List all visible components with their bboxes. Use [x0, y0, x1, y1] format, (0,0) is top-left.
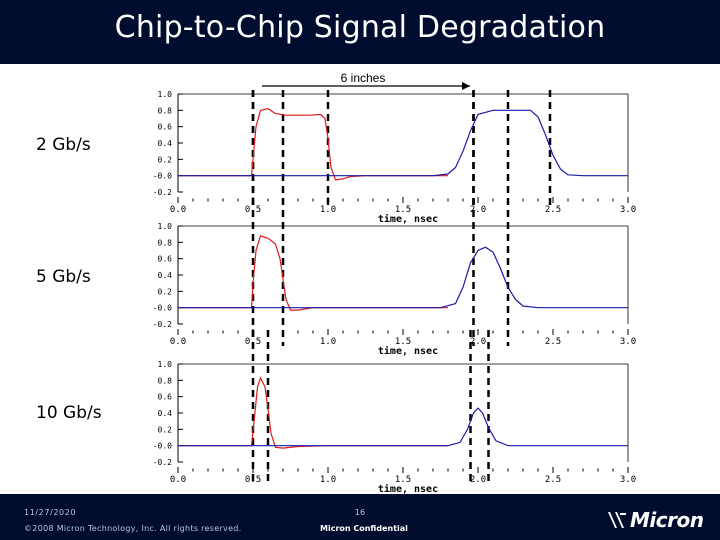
output-trace-line — [178, 109, 628, 177]
y-tick-label: 0.4 — [158, 271, 173, 280]
output-trace-line — [178, 246, 628, 309]
y-tick-label: 0.6 — [158, 255, 173, 264]
rate-label-5gbps: 5 Gb/s — [36, 267, 91, 287]
footer-date: 11/27/2020 — [24, 508, 77, 517]
plot-panel-1: 1.0 0.8 0.6 0.4 0.2 -0.0 -0.2 0.0 0.5 1.0 1.5 2.0 2.… — [153, 90, 636, 225]
y-tick-label: -0.2 — [153, 458, 172, 467]
x-tick-label: 2.0 — [470, 475, 486, 485]
input-trace-line — [178, 376, 448, 449]
plot-panel-2: 1.0 0.8 0.6 0.4 0.2 -0.0 -0.2 0.0 0.5 1.0 1.5 2.0 2.… — [153, 222, 636, 357]
x-tick-label: 3.0 — [620, 475, 636, 485]
input-trace-line — [178, 108, 448, 181]
title-bar — [0, 0, 720, 64]
y-tick-label: 0.2 — [158, 425, 173, 434]
output-trace-line — [178, 407, 628, 447]
x-tick-label: 1.5 — [395, 205, 411, 215]
y-tick-label: 0.8 — [158, 106, 173, 115]
rate-label-10gbps: 10 Gb/s — [36, 403, 102, 423]
x-tick-label: 0.5 — [245, 475, 261, 485]
x-axis-label: time, nsec — [378, 345, 438, 357]
y-tick-label: 0.6 — [158, 393, 173, 402]
x-tick-label: 2.5 — [545, 337, 561, 347]
x-tick-label: 3.0 — [620, 337, 636, 347]
y-tick-label: 0.2 — [158, 287, 173, 296]
footer-bar — [0, 494, 720, 540]
y-tick-label: -0.0 — [153, 442, 172, 451]
x-tick-label: 0.5 — [245, 205, 261, 215]
distance-arrow-head — [462, 82, 470, 90]
micron-logo: Micron — [606, 508, 710, 532]
y-tick-label: -0.2 — [153, 188, 172, 197]
x-tick-label: 1.5 — [395, 475, 411, 485]
x-axis-label: time, nsec — [378, 483, 438, 494]
x-tick-label: 2.0 — [470, 337, 486, 347]
signal-plots: 1.0 0.8 0.6 0.4 0.2 -0.0 -0.2 0.0 0.5 1.0 1.5 2.0 2.… — [153, 71, 636, 494]
y-tick-label: -0.0 — [153, 304, 172, 313]
x-tick-label: 1.0 — [320, 337, 336, 347]
x-tick-label: 1.5 — [395, 337, 411, 347]
y-tick-label: 1.0 — [158, 222, 173, 231]
y-tick-label: 1.0 — [158, 90, 173, 99]
x-axis-label: time, nsec — [378, 213, 438, 225]
y-tick-label: 0.6 — [158, 123, 173, 132]
marker-layer — [251, 90, 552, 484]
slide-title: Chip-to-Chip Signal Degradation — [114, 10, 606, 45]
distance-label: 6 inches — [341, 71, 386, 85]
y-tick-label: 0.2 — [158, 155, 173, 164]
footer-copyright: ©2008 Micron Technology, Inc. All rights… — [24, 524, 242, 533]
x-tick-label: 2.0 — [470, 205, 486, 215]
y-tick-label: -0.0 — [153, 172, 172, 181]
y-tick-label: 0.4 — [158, 139, 173, 148]
x-tick-label: 2.5 — [545, 475, 561, 485]
y-tick-label: -0.2 — [153, 320, 172, 329]
x-tick-label: 0.5 — [245, 337, 261, 347]
footer-page-number: 16 — [354, 508, 366, 517]
plot-panel-3: 1.0 0.8 0.6 0.4 0.2 -0.0 -0.2 0.0 0.5 1.0 1.5 2.0 2.… — [153, 360, 636, 494]
rate-label-2gbps: 2 Gb/s — [36, 135, 91, 155]
distance-annotation: 6 inches — [262, 71, 470, 90]
y-tick-label: 0.8 — [158, 376, 173, 385]
x-tick-label: 0.0 — [170, 337, 186, 347]
input-trace-line — [178, 235, 448, 311]
x-tick-label: 0.0 — [170, 205, 186, 215]
plots-layer: 1.0 0.8 0.6 0.4 0.2 -0.0 -0.2 0.0 0.5 1.0 1.5 2.0 2.… — [153, 90, 636, 494]
y-tick-label: 0.8 — [158, 238, 173, 247]
micron-logo-text: Micron — [630, 508, 704, 532]
y-tick-label: 1.0 — [158, 360, 173, 369]
x-tick-label: 1.0 — [320, 475, 336, 485]
x-tick-label: 2.5 — [545, 205, 561, 215]
footer-confidential: Micron Confidential — [320, 524, 408, 533]
micron-logo-mark-icon — [608, 512, 626, 528]
y-tick-label: 0.4 — [158, 409, 173, 418]
x-tick-label: 0.0 — [170, 475, 186, 485]
x-tick-label: 3.0 — [620, 205, 636, 215]
x-tick-label: 1.0 — [320, 205, 336, 215]
